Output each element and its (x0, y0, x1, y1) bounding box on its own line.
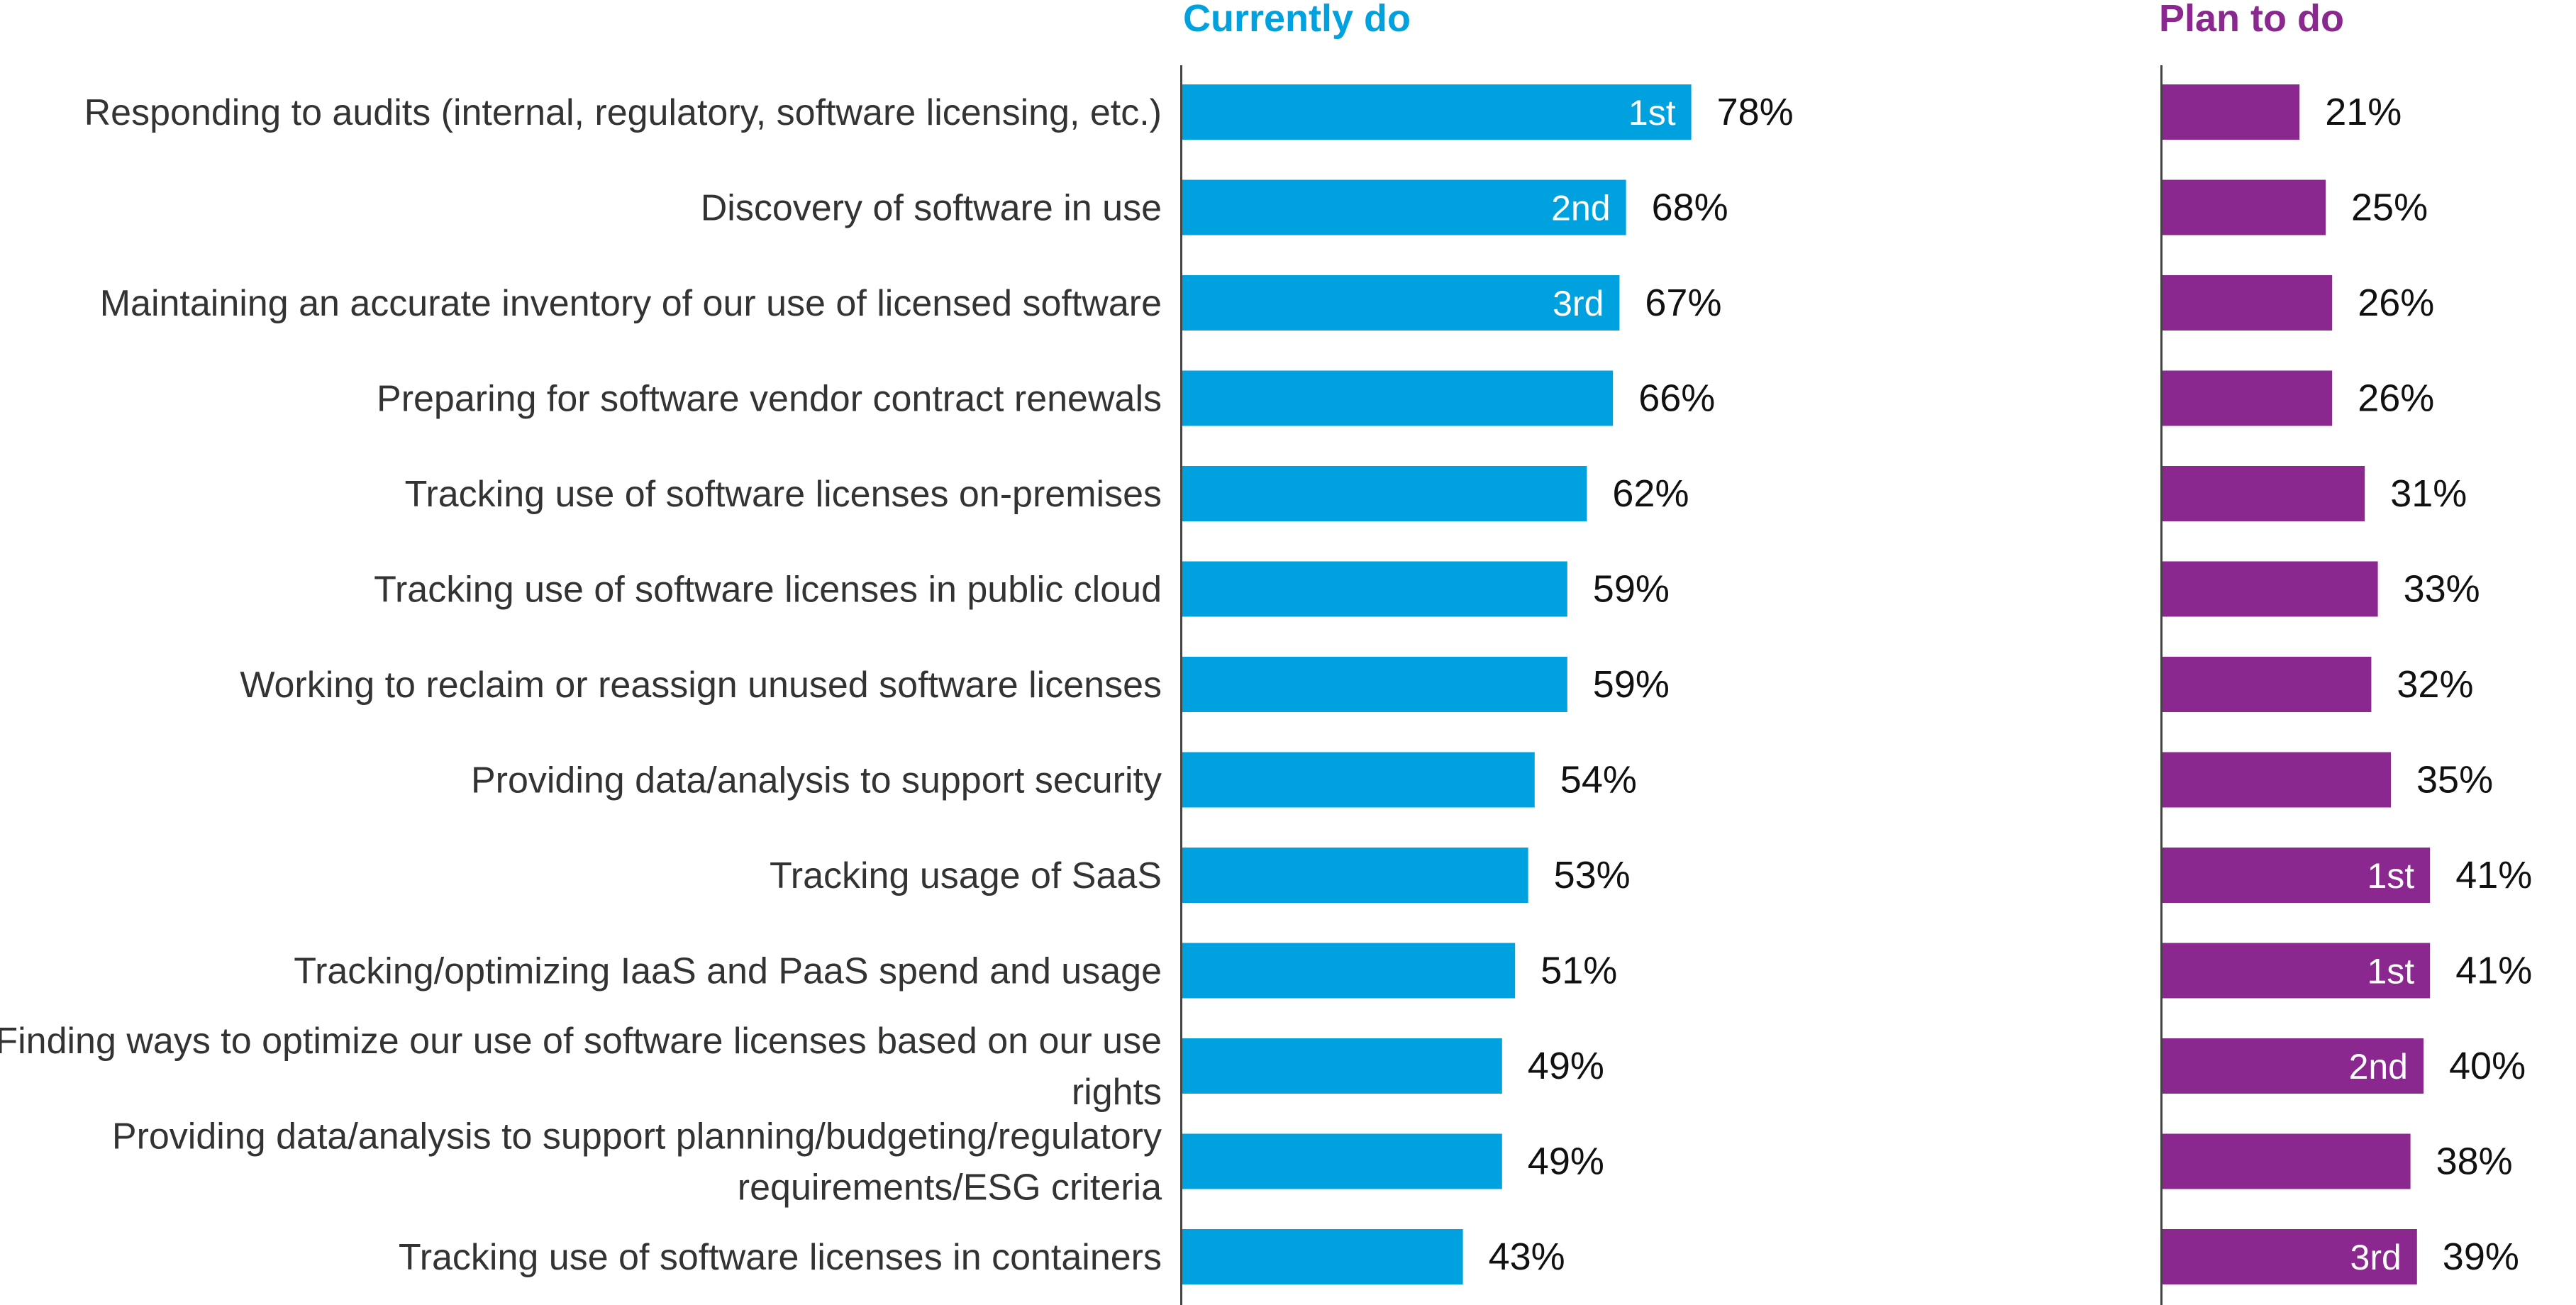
bar (2163, 275, 2333, 331)
data-label: 67% (1645, 282, 1721, 324)
bar (1182, 657, 1567, 712)
data-label: 26% (2358, 377, 2434, 420)
bar (2163, 466, 2365, 521)
category-label: Maintaining an accurate inventory of our… (100, 283, 1162, 324)
bar (2163, 848, 2431, 903)
bar (1182, 84, 1692, 140)
data-label: 49% (1528, 1140, 1604, 1183)
bar (2163, 1229, 2417, 1284)
bar (1182, 1229, 1463, 1284)
data-label: 78% (1717, 91, 1794, 133)
data-label: 33% (2404, 568, 2480, 611)
data-label: 41% (2455, 854, 2532, 896)
bar (2163, 179, 2326, 235)
rank-label: 2nd (1551, 189, 1610, 228)
data-label: 66% (1638, 377, 1715, 420)
data-label: 41% (2455, 950, 2532, 992)
category-label: Finding ways to optimize our use of soft… (0, 1021, 1162, 1062)
category-label: requirements/ESG criteria (738, 1167, 1162, 1209)
data-label: 21% (2325, 91, 2402, 133)
data-label: 62% (1612, 472, 1689, 515)
rank-label: 3rd (1553, 284, 1604, 323)
category-label: Preparing for software vendor contract r… (377, 379, 1162, 420)
bar (1182, 275, 1620, 331)
rank-label: 1st (2367, 952, 2414, 992)
category-label: Discovery of software in use (701, 188, 1162, 229)
bar (1182, 179, 1626, 235)
category-label: Providing data/analysis to support secur… (471, 760, 1162, 801)
series-title: Currently do (1183, 0, 1411, 40)
category-label: Tracking/optimizing IaaS and PaaS spend … (294, 951, 1162, 992)
bar (1182, 561, 1567, 617)
bar (2163, 561, 2378, 617)
bar (1182, 1038, 1502, 1094)
bar (1182, 1133, 1502, 1189)
category-label: Tracking use of software licenses in con… (399, 1237, 1162, 1278)
category-label: Tracking usage of SaaS (770, 855, 1162, 896)
data-label: 54% (1560, 759, 1637, 801)
data-label: 49% (1528, 1045, 1604, 1087)
data-label: 53% (1554, 854, 1631, 896)
rank-label: 1st (1628, 93, 1676, 133)
bar (2163, 1038, 2424, 1094)
rank-label: 1st (2367, 856, 2414, 896)
data-label: 51% (1540, 950, 1617, 992)
category-label: Tracking use of software licenses in pub… (374, 570, 1162, 611)
data-label: 25% (2351, 187, 2428, 229)
bar (1182, 370, 1614, 426)
data-label: 39% (2443, 1235, 2519, 1278)
data-label: 68% (1652, 187, 1728, 229)
data-label: 40% (2449, 1045, 2526, 1087)
category-label: Tracking use of software licenses on-pre… (405, 474, 1162, 515)
data-label: 59% (1593, 568, 1670, 611)
bar (2163, 752, 2391, 808)
category-label: rights (1072, 1072, 1162, 1113)
data-label: 43% (1489, 1235, 1565, 1278)
bar (2163, 84, 2300, 140)
bar (2163, 657, 2372, 712)
bar (1182, 943, 1516, 999)
rank-label: 3rd (2350, 1238, 2402, 1277)
bar (1182, 752, 1535, 808)
category-label: Responding to audits (internal, regulato… (84, 92, 1162, 133)
bar (2163, 370, 2333, 426)
series-title: Plan to do (2159, 0, 2344, 40)
category-label: Working to reclaim or reassign unused so… (240, 665, 1162, 706)
bar (2163, 1133, 2411, 1189)
bar (2163, 943, 2431, 999)
bar (1182, 848, 1528, 903)
data-label: 31% (2390, 472, 2467, 515)
bar (1182, 466, 1587, 521)
data-label: 35% (2416, 759, 2493, 801)
category-label: Providing data/analysis to support plann… (112, 1116, 1162, 1157)
data-label: 26% (2358, 282, 2434, 324)
data-label: 59% (1593, 663, 1670, 706)
data-label: 32% (2397, 663, 2473, 706)
rank-label: 2nd (2349, 1047, 2408, 1087)
data-label: 38% (2436, 1140, 2513, 1183)
